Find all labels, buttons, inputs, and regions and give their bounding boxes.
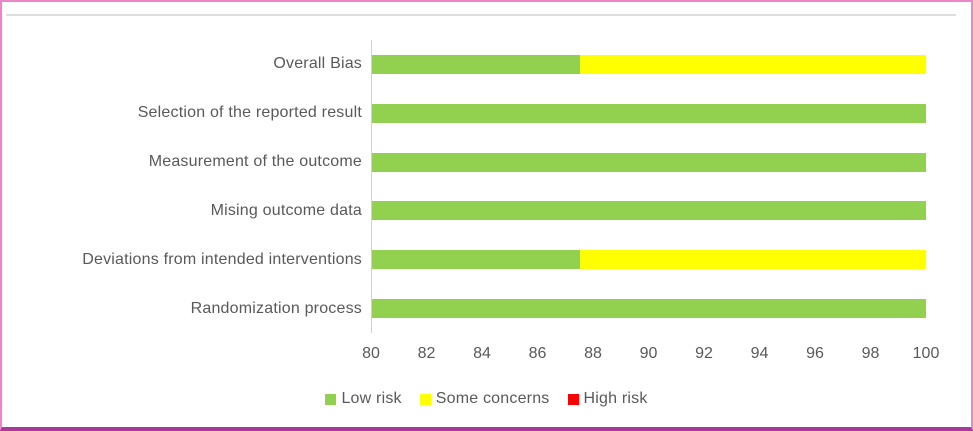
x-tick-label: 92: [695, 345, 713, 362]
x-tick-label: 100: [912, 345, 940, 362]
bar-segment-low-risk: [372, 250, 580, 270]
x-axis-tick-labels: 80 82 84 86 88 90 92 94 96 98 100: [362, 343, 939, 365]
x-tick-label: 98: [861, 345, 880, 362]
bar-row: [372, 40, 926, 89]
stacked-bar: [372, 250, 926, 270]
bar-row: [372, 284, 926, 333]
x-tick-label: 82: [417, 345, 436, 362]
stacked-bar: [372, 103, 926, 123]
plot-area: [371, 40, 926, 333]
x-tick-label: 88: [584, 345, 602, 362]
bar-row: [372, 138, 926, 187]
bar-segment-low-risk: [372, 54, 580, 74]
legend-item-low-risk: Low risk: [325, 390, 402, 408]
category-label: Overall Bias: [273, 55, 362, 73]
category-row: Randomization process: [2, 284, 362, 333]
category-row: Measurement of the outcome: [2, 138, 362, 187]
bar-segment-low-risk: [372, 152, 926, 172]
x-tick-label: 80: [362, 345, 380, 362]
category-row: Selection of the reported result: [2, 89, 362, 138]
legend-label: High risk: [583, 390, 648, 407]
x-tick-label: 96: [806, 345, 824, 362]
legend-label: Low risk: [341, 390, 402, 407]
bar-row: [372, 235, 926, 284]
legend-item-high-risk: High risk: [567, 390, 648, 408]
bar-segment-low-risk: [372, 299, 926, 319]
x-tick-label: 86: [528, 345, 547, 362]
category-row: Overall Bias: [2, 40, 362, 89]
stacked-bar: [372, 299, 926, 319]
legend-swatch-icon: [419, 393, 431, 405]
category-row: Deviations from intended interventions: [2, 235, 362, 284]
chart-legend: Low risk Some concerns High risk: [2, 388, 971, 410]
top-border-line: [6, 14, 956, 16]
category-label: Selection of the reported result: [137, 104, 362, 122]
legend-label: Some concerns: [435, 390, 550, 407]
bar-row: [372, 89, 926, 138]
category-label: Measurement of the outcome: [148, 153, 362, 171]
bar-segment-low-risk: [372, 201, 926, 221]
bar-row: [372, 186, 926, 235]
stacked-bar: [372, 201, 926, 221]
x-tick-label: 94: [750, 345, 769, 362]
legend-swatch-icon: [567, 393, 579, 405]
x-tick-label: 90: [639, 345, 658, 362]
x-tick-label: 84: [473, 345, 491, 362]
legend-item-some-concerns: Some concerns: [419, 390, 550, 408]
category-row: Mising outcome data: [2, 186, 362, 235]
bar-segment-some-concerns: [579, 250, 926, 270]
stacked-bar: [372, 152, 926, 172]
category-labels-column: Overall Bias Selection of the reported re…: [2, 40, 362, 333]
category-label: Deviations from intended interventions: [82, 250, 362, 268]
stacked-bar: [372, 54, 926, 74]
legend-swatch-icon: [325, 393, 337, 405]
category-label: Mising outcome data: [210, 201, 362, 219]
category-label: Randomization process: [190, 299, 362, 317]
bar-segment-some-concerns: [579, 54, 926, 74]
bar-segment-low-risk: [372, 103, 926, 123]
